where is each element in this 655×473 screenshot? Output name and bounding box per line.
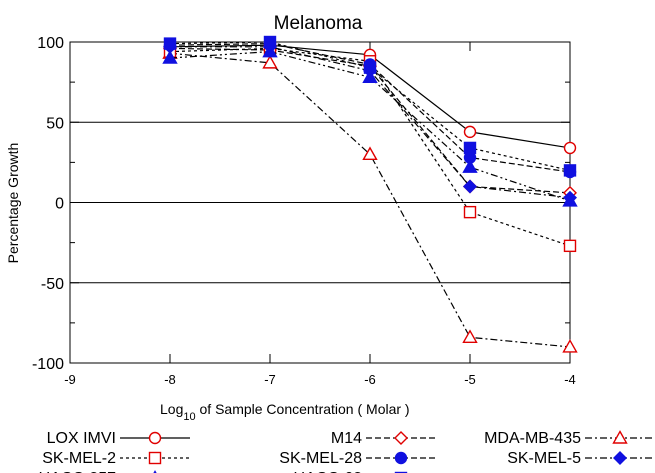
chart-title: Melanoma (274, 13, 363, 34)
legend-label: UACC-62 (294, 470, 363, 473)
legend-label: SK-MEL-28 (279, 450, 362, 467)
data-point (462, 159, 478, 173)
y-tick-label: -50 (41, 276, 64, 293)
legend-entry: MDA-MB-435 (484, 430, 655, 447)
legend-label: UACC-257 (39, 470, 116, 473)
data-point (163, 37, 177, 50)
series-line (170, 46, 571, 199)
series-mda-mb-435 (162, 45, 578, 353)
legend-marker (148, 451, 162, 465)
data-point (362, 146, 378, 161)
x-axis-label-suffix: of Sample Concentration ( Molar ) (196, 401, 410, 417)
data-point (362, 69, 378, 84)
data-point (563, 164, 577, 177)
data-point (263, 35, 277, 49)
series-uacc-62 (163, 35, 577, 177)
legend-entry: SK-MEL-5 (507, 450, 655, 467)
y-tick-label: 50 (46, 115, 64, 132)
plot-layer: 100 50 0 -50 -100-9 -8 -7 -6 -5 -4 (32, 35, 578, 387)
series-line (169, 52, 571, 348)
legend-marker (612, 430, 628, 444)
legend-label: M14 (331, 430, 362, 447)
x-tick-label: -9 (64, 372, 76, 387)
series-line (169, 41, 571, 171)
data-point (563, 141, 577, 155)
legend-entry: SK-MEL-2 (42, 450, 190, 467)
x-axis-label: Log10 of Sample Concentration ( Molar ) (160, 401, 410, 423)
legend-label: LOX IMVI (47, 430, 116, 447)
legend-label: SK-MEL-2 (42, 450, 116, 467)
y-axis-label: Percentage Growth (5, 143, 21, 264)
data-point (562, 339, 578, 353)
x-tick-label: -8 (164, 372, 176, 387)
data-point (463, 205, 477, 219)
y-tick-label: 0 (55, 196, 64, 213)
legend-marker (394, 451, 408, 465)
data-point (463, 125, 477, 139)
legend-label: SK-MEL-5 (507, 450, 581, 467)
data-point (462, 329, 478, 344)
y-tick-label: 100 (37, 35, 64, 52)
legend-marker (148, 431, 162, 445)
legend-label: MDA-MB-435 (484, 430, 581, 447)
x-axis-label-prefix: Log (160, 401, 183, 417)
legend-marker (613, 451, 627, 465)
data-point (463, 179, 477, 194)
legend-entry: LOX IMVI (47, 430, 190, 447)
legend-marker (394, 431, 408, 445)
data-point (562, 192, 578, 207)
x-axis-label-subscript: 10 (183, 411, 195, 423)
legend: LOX IMVI M14 MDA-MB-435 SK-MEL-2 SK-MEL-28 SK… (39, 430, 655, 473)
y-tick-label: -100 (32, 356, 64, 373)
data-point (463, 141, 477, 155)
legend-entry: M14 (331, 430, 436, 447)
data-point (363, 61, 377, 74)
x-tick-label: -5 (464, 372, 476, 387)
data-point (262, 54, 278, 69)
data-point (262, 43, 278, 58)
data-point (563, 239, 577, 253)
x-tick-label: -7 (264, 372, 276, 387)
x-tick-label: -4 (564, 372, 576, 387)
data-point (162, 50, 178, 64)
series-uacc-257 (162, 43, 578, 207)
x-tick-label: -6 (364, 372, 376, 387)
legend-entry: SK-MEL-28 (279, 450, 436, 467)
